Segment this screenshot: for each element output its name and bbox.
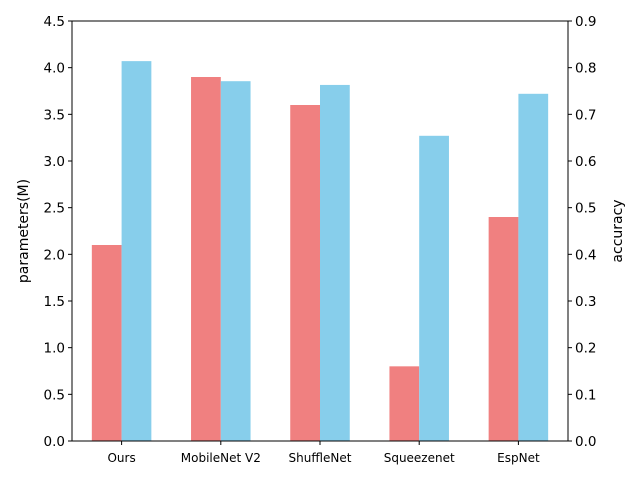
y-left-tick-label: 0.5	[44, 387, 65, 403]
bar-series-1-mobilenet-v2	[191, 77, 221, 441]
bar-series-2-squeezenet	[419, 135, 449, 442]
y-left-tick-label: 2.5	[44, 201, 65, 217]
bars-layer	[91, 61, 549, 442]
y-left-tick-label: 1.5	[44, 294, 65, 310]
x-tick-label: Squeezenet	[384, 451, 455, 465]
y-right-tick-label: 0.3	[575, 294, 596, 310]
bar-series-2-shufflenet	[320, 84, 350, 441]
bar-series-1-squeezenet	[389, 366, 420, 441]
y-left-tick-label: 3.0	[44, 154, 65, 170]
y-right-tick-label: 0.6	[575, 154, 596, 170]
y-right-tick-label: 0.7	[575, 107, 596, 123]
right-y-ticks: 0.0 0.1 0.2 0.3 0.4 0.5 0.6 0.7 0.8 0.9	[568, 14, 596, 450]
y-right-tick-label: 0.1	[575, 387, 596, 403]
bar-series-2-ours	[121, 61, 152, 442]
y-right-tick-label: 0.8	[575, 61, 596, 77]
y-axis-right-label: accuracy	[610, 199, 626, 262]
y-right-tick-label: 0.2	[575, 341, 596, 357]
y-right-tick-label: 0.5	[575, 201, 596, 217]
left-y-ticks: 0.0 0.5 1.0 1.5 2.0 2.5 3.0 3.5 4.0 4.5	[44, 14, 72, 450]
y-right-tick-label: 0.0	[575, 434, 596, 450]
y-left-tick-label: 4.5	[44, 14, 65, 30]
bar-series-1-espnet	[488, 217, 519, 441]
bar-series-1-ours	[91, 245, 122, 441]
y-left-tick-label: 3.5	[44, 107, 65, 123]
x-tick-label: Ours	[107, 451, 135, 465]
x-ticks: Ours MobileNet V2 ShuffleNet Squeezenet EspN…	[107, 441, 540, 465]
x-tick-label: EspNet	[497, 451, 540, 465]
y-right-tick-label: 0.9	[575, 14, 596, 30]
y-left-tick-label: 2.0	[44, 247, 65, 263]
y-axis-left-label: parameters(M)	[16, 179, 32, 283]
y-left-tick-label: 0.0	[44, 434, 65, 450]
y-left-tick-label: 1.0	[44, 341, 65, 357]
x-tick-label: MobileNet V2	[181, 451, 261, 465]
y-right-tick-label: 0.4	[575, 247, 596, 263]
bar-series-2-espnet	[518, 93, 549, 442]
y-left-tick-label: 4.0	[44, 61, 65, 77]
x-tick-label: ShuffleNet	[289, 451, 352, 465]
bar-series-1-shufflenet	[290, 105, 320, 441]
bar-series-2-mobilenet-v2	[220, 81, 251, 441]
